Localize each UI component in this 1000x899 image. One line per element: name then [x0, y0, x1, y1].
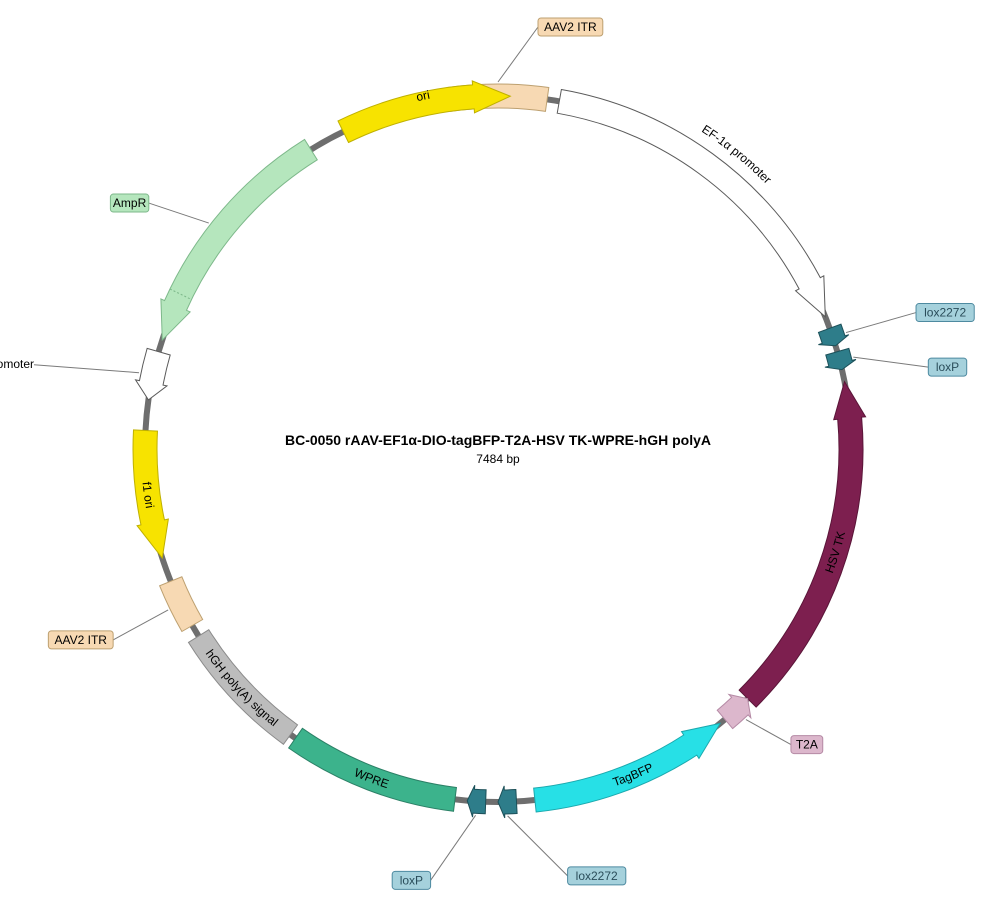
feature-ext-label: lox2272: [916, 304, 974, 322]
feature-lox2272: [498, 786, 517, 818]
feature-loxp: [825, 348, 856, 369]
plasmid-title: BC-0050 rAAV-EF1α-DIO-tagBFP-T2A-HSV TK-…: [285, 432, 711, 448]
label-leader: [149, 203, 209, 223]
svg-text:AmpR: AmpR: [113, 196, 147, 210]
feature-hsv-tk: [739, 382, 865, 707]
label-leader: [846, 313, 916, 333]
svg-text:loxP: loxP: [936, 360, 959, 374]
feature-ext-label: lox2272: [568, 867, 626, 885]
label-leader: [508, 816, 568, 876]
feature-ext-label: T2A: [791, 736, 823, 754]
svg-text:loxP: loxP: [400, 873, 423, 887]
label-leader: [746, 720, 791, 745]
svg-text:lox2272: lox2272: [924, 306, 966, 320]
label-leader: [431, 815, 476, 880]
label-leader: [113, 610, 168, 640]
feature-loxp: [467, 785, 486, 817]
label-leader: [34, 365, 139, 373]
label-leader: [853, 357, 928, 367]
feature-tagbfp: [534, 723, 721, 812]
feature-wpre: [289, 728, 457, 811]
svg-text:AAV2 ITR: AAV2 ITR: [55, 633, 108, 647]
svg-text:T2A: T2A: [796, 738, 818, 752]
feature-ext-label: AmpR: [110, 194, 148, 212]
feature-ext-label: AmpR promoter: [0, 357, 34, 371]
svg-text:AAV2 ITR: AAV2 ITR: [544, 20, 597, 34]
feature-aav2-itr: [160, 577, 203, 632]
feature-label: hGH poly(A) signal: [203, 647, 281, 729]
feature-ef-1-promoter: [557, 90, 825, 317]
feature-ext-label: loxP: [928, 358, 966, 376]
feature-lox2272: [818, 324, 848, 346]
feature-ext-label: loxP: [392, 871, 430, 889]
label-leader: [498, 27, 538, 82]
feature-ext-label: AAV2 ITR: [48, 631, 113, 649]
svg-text:lox2272: lox2272: [576, 869, 618, 883]
plasmid-size: 7484 bp: [476, 452, 520, 466]
feature-ampr: [161, 139, 317, 339]
feature-ext-label: AAV2 ITR: [538, 18, 603, 36]
feature-ampr-promoter: [136, 348, 171, 399]
